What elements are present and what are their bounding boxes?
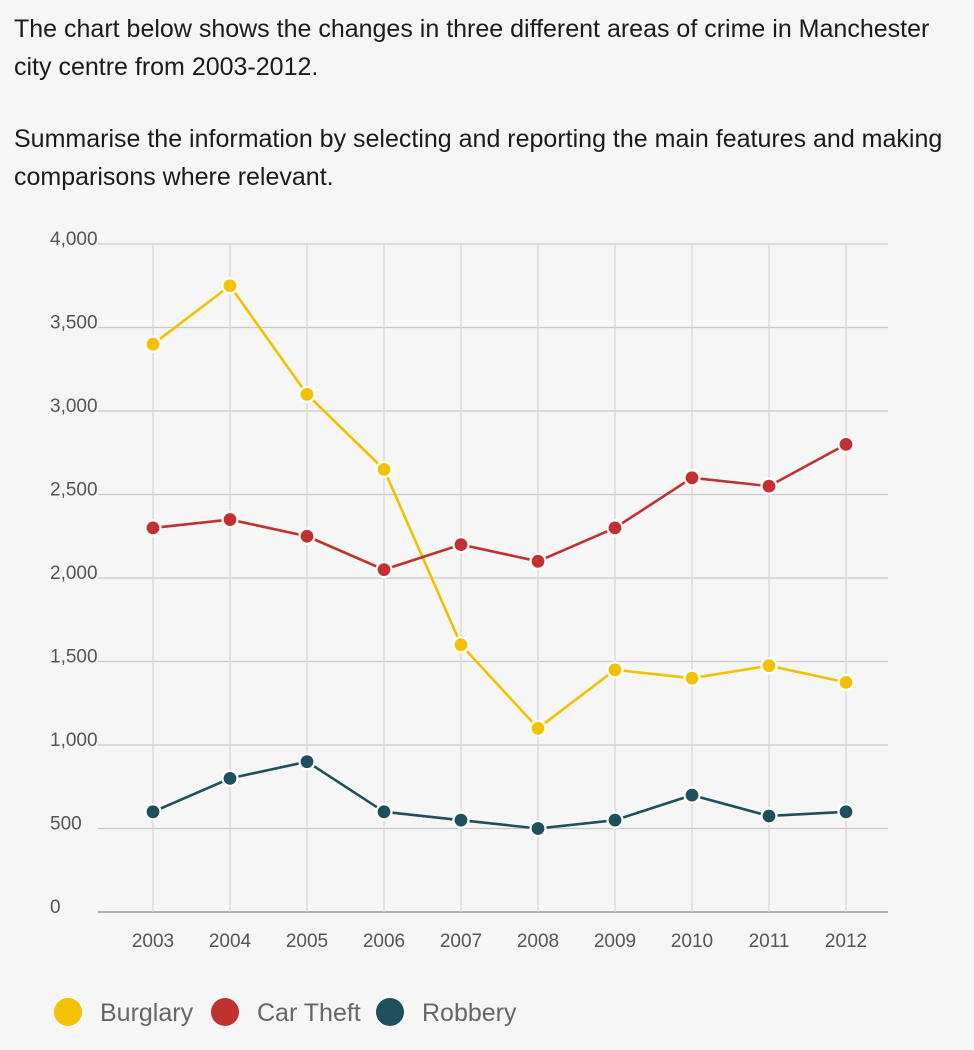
x-tick-label: 2004 [209, 931, 252, 952]
burglary-point [606, 661, 624, 679]
burglary-point [837, 673, 855, 691]
legend-item-burglary: Burglary [54, 998, 194, 1027]
y-tick-label: 2,500 [50, 480, 98, 501]
x-axis-ticks: 2003 2004 2005 2006 2007 2008 2009 2010 2011 2012 [132, 931, 867, 952]
robbery-point [606, 811, 624, 829]
burglary-point [375, 460, 393, 479]
robbery-point [298, 753, 316, 771]
burglary-point [298, 385, 316, 403]
x-tick-label: 2009 [594, 931, 636, 952]
burglary-line [152, 284, 847, 730]
robbery-point [375, 803, 393, 821]
legend-label-robbery: Robbery [422, 999, 517, 1027]
car-theft-line [152, 443, 847, 571]
car-theft-point [529, 552, 547, 570]
burglary-point [760, 657, 778, 675]
x-tick-label: 2003 [132, 931, 174, 952]
legend-item-robbery: Robbery [376, 998, 517, 1027]
burglary-point [529, 719, 547, 737]
robbery-point [683, 786, 701, 804]
robbery-point [144, 803, 162, 821]
robbery-point [837, 803, 855, 821]
y-axis-ticks: 0 500 1,000 1,500 2,000 2,500 3,000 3,500 4,000 [50, 229, 98, 918]
line-chart: 05001,0001,5002,0002,5003,0003,5004,000 … [50, 229, 888, 1027]
prompt-line-1: The chart below shows the changes in thr… [14, 15, 930, 81]
y-tick-label: 0 [50, 897, 61, 918]
robbery-line [152, 760, 847, 830]
car-theft-point [760, 477, 778, 495]
chart-legend: Burglary Car Theft Robbery [54, 998, 517, 1027]
x-tick-label: 2005 [286, 931, 328, 952]
car-theft-point [683, 469, 701, 487]
robbery-point [452, 811, 470, 829]
car-theft-point [452, 536, 470, 554]
y-tick-label: 4,000 [50, 229, 98, 250]
y-tick-label: 3,000 [50, 396, 98, 417]
prompt-line-2: Summarise the information by selecting a… [14, 125, 943, 191]
legend-item-car-theft: Car Theft [211, 998, 361, 1027]
robbery-point [529, 819, 547, 838]
burglary-point [221, 277, 239, 295]
legend-swatch-car-theft [211, 998, 239, 1026]
y-tick-label: 3,500 [50, 313, 98, 334]
car-theft-point [375, 561, 393, 579]
y-tick-label: 1,000 [50, 730, 98, 751]
car-theft-point [221, 510, 239, 529]
legend-swatch-burglary [54, 998, 82, 1026]
x-tick-label: 2007 [440, 931, 482, 952]
burglary-point [452, 636, 470, 654]
series-points [144, 277, 855, 838]
x-tick-label: 2011 [749, 931, 790, 952]
series-lines [152, 284, 847, 830]
car-theft-point [144, 519, 162, 537]
y-tick-label: 2,000 [50, 563, 98, 584]
car-theft-point [298, 527, 316, 545]
car-theft-point [606, 519, 624, 537]
robbery-point [760, 807, 778, 825]
legend-swatch-robbery [376, 998, 404, 1026]
task-prompt: The chart below shows the changes in thr… [14, 10, 969, 230]
y-tick-label: 1,500 [50, 647, 98, 668]
x-tick-label: 2008 [517, 931, 559, 952]
y-tick-label: 500 [50, 814, 82, 835]
legend-label-burglary: Burglary [100, 999, 194, 1027]
burglary-point [683, 669, 701, 687]
x-tick-label: 2006 [363, 931, 405, 952]
x-tick-label: 2012 [825, 931, 867, 952]
car-theft-point [837, 435, 855, 453]
robbery-point [221, 769, 239, 788]
legend-label-car-theft: Car Theft [257, 999, 361, 1027]
burglary-point [144, 335, 162, 353]
x-tick-label: 2010 [671, 931, 713, 952]
